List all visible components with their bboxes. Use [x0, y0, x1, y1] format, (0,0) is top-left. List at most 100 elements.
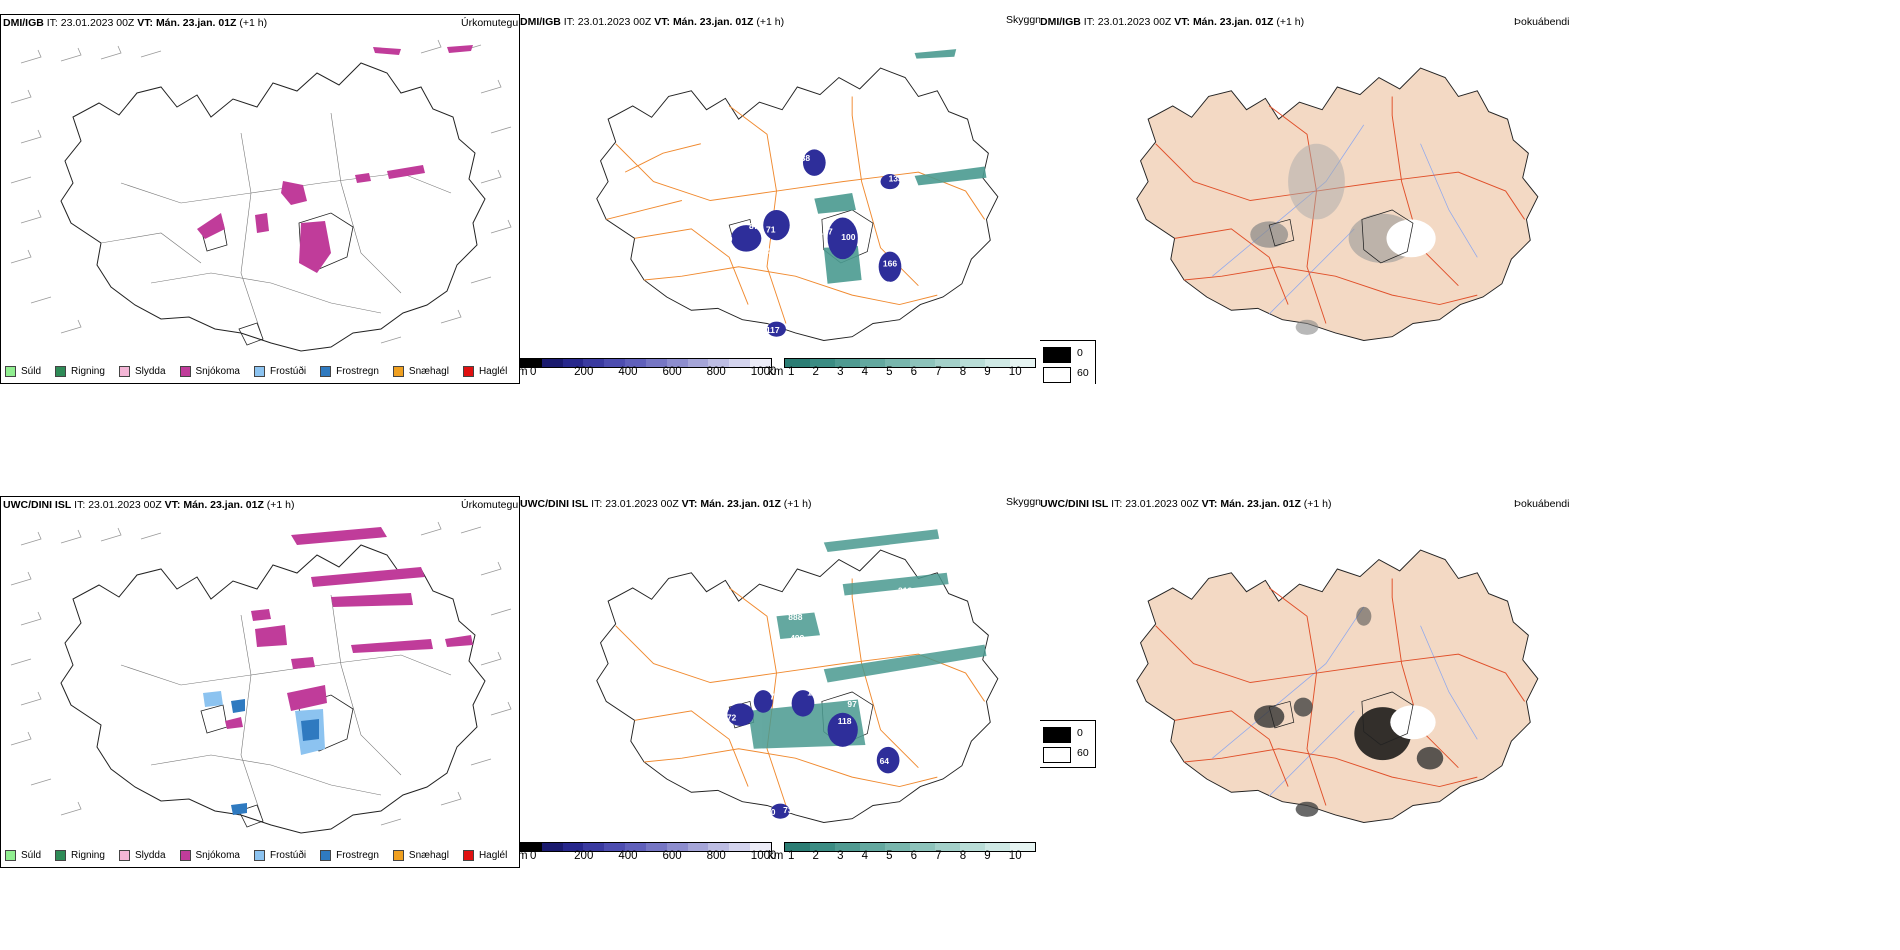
cloudbase-value-label: 71: [766, 225, 776, 235]
snowfall-areas: [225, 527, 473, 729]
legend-swatch: [118, 366, 130, 377]
cloudbase-visibility-map: 888 499 218 522 89 172 73 141 97 118 64 90 73: [596, 529, 999, 823]
colorbar-tick: 0: [530, 366, 537, 378]
legend-label: Rigning: [71, 366, 105, 377]
cloudbase-value-label: 97: [847, 699, 857, 709]
cloudbase-value-label: 100: [841, 232, 855, 242]
lead-time: (+1 h): [239, 17, 268, 29]
cloudbase-value-label: 90: [766, 807, 776, 817]
cloudbase-value-label: 499: [790, 633, 804, 643]
precip-map: [10, 39, 512, 352]
cloudbase-value-label: 73: [770, 692, 780, 702]
header-row2: UWC/DINI ISL IT: 23.01.2023 00Z VT: Mán.…: [3, 499, 295, 511]
fog-legend-label: 60: [1077, 367, 1089, 379]
cloudbase-value-label: 73: [783, 805, 793, 815]
cloudbase-value-label: 220: [875, 193, 889, 203]
legend-item: Rigning: [55, 366, 105, 377]
colorbar-segment: [708, 843, 730, 851]
fog-legend-swatch: [1043, 367, 1071, 383]
legend-label: Frostúði: [269, 366, 307, 377]
colorbar-tick: 800: [706, 850, 726, 862]
fog-panel-row2: UWC/DINI ISL IT: 23.01.2023 00Z VT: Mán.…: [1040, 496, 1900, 868]
colorbar-tick: 3: [837, 366, 844, 378]
colorbar-segment: [729, 359, 751, 367]
colorbar-segment: [750, 843, 771, 851]
cloudbase-value-label: 89: [881, 280, 891, 290]
colorbar-segment: [583, 843, 605, 851]
colorbar-tick: 1000: [750, 366, 777, 378]
colorbar-tick: 4: [861, 850, 868, 862]
fog-legend-label: 60: [1077, 747, 1089, 759]
cloudbase-value-label: 888: [788, 612, 802, 622]
cloudbase-value-label: 109: [718, 234, 732, 244]
header-row1: DMI/IGB IT: 23.01.2023 00Z VT: Mán. 23.j…: [3, 17, 268, 29]
fog-indicator-shading: [1250, 143, 1436, 335]
cloudbase-unit: m: [520, 850, 528, 862]
colorbar-segment: [604, 843, 626, 851]
colorbar-tick: 2: [812, 366, 819, 378]
header-row1-vis: DMI/IGB IT: 23.01.2023 00Z VT: Mán. 23.j…: [520, 16, 785, 28]
colorbar-segment: [645, 359, 667, 367]
legend-item: Haglél: [462, 366, 507, 377]
colorbar-tick: 9: [984, 366, 991, 378]
header-row2-fog: UWC/DINI ISL IT: 23.01.2023 00Z VT: Mán.…: [1040, 498, 1332, 510]
cloudbase-value-label: 133: [889, 174, 903, 184]
colorbar-tick: 1: [788, 366, 795, 378]
legend-item: Slydda: [118, 850, 166, 861]
colorbar-segment: [935, 843, 960, 851]
colorbar-segment: [810, 843, 835, 851]
colorbar-segment: [562, 843, 584, 851]
legend-swatch: [179, 366, 191, 377]
colorbar-segment: [666, 843, 688, 851]
freezing-rain-areas: [231, 699, 319, 815]
cloudbase-value-label: 87: [749, 221, 759, 231]
legend-swatch: [462, 850, 474, 861]
legend-item: Snjókoma: [179, 366, 240, 377]
fog-legend-swatch: [1043, 727, 1071, 743]
fog-legend-label: 0: [1077, 727, 1083, 739]
colorbar-segment: [521, 843, 542, 851]
colorbar-tick: 7: [935, 850, 942, 862]
model-name: UWC/DINI ISL: [3, 499, 72, 511]
legend-item: Frostregn: [320, 366, 379, 377]
legend-swatch: [5, 366, 16, 377]
cloudbase-areas: [727, 690, 900, 819]
fog-legend-swatch: [1043, 747, 1071, 763]
colorbar-segment: [935, 359, 960, 367]
colorbar-segment: [785, 359, 810, 367]
legend-swatch: [392, 850, 404, 861]
colorbar-tick: 200: [574, 366, 594, 378]
colorbar-tick: 600: [662, 850, 682, 862]
visibility-unit: km: [768, 366, 784, 378]
colorbar-tick: 4: [861, 366, 868, 378]
legend-label: Haglél: [478, 850, 508, 861]
colorbar-segment: [1010, 359, 1035, 367]
colorbar-segment: [835, 843, 860, 851]
legend-swatch: [253, 850, 265, 861]
road-network: [100, 112, 452, 334]
colorbar-tick: 400: [618, 366, 638, 378]
legend-swatch: [55, 850, 67, 861]
cloudbase-colorbar: [520, 842, 772, 852]
legend-swatch: [118, 850, 130, 861]
fog-indicator-shading: [1254, 606, 1444, 817]
fog-map: [1136, 67, 1539, 341]
colorbar-segment: [750, 359, 771, 367]
legend-swatch: [392, 366, 404, 377]
colorbar-segment: [910, 843, 935, 851]
colorbar-tick: 600: [662, 366, 682, 378]
colorbar-segment: [625, 359, 646, 367]
colorbar-segment: [910, 359, 935, 367]
road-network: [606, 96, 985, 324]
colorbar-segment: [860, 359, 885, 367]
colorbar-segment: [521, 359, 542, 367]
colorbar-segment: [885, 843, 910, 851]
cloudbase-unit: m: [520, 366, 528, 378]
cloudbase-value-label: 12: [760, 245, 770, 255]
legend-label: Snjókoma: [195, 850, 240, 861]
legend-label: Rigning: [71, 850, 105, 861]
cloudbase-value-label: 89: [895, 676, 905, 686]
legend-label: Snjókoma: [195, 366, 240, 377]
river-network: [1212, 606, 1478, 797]
